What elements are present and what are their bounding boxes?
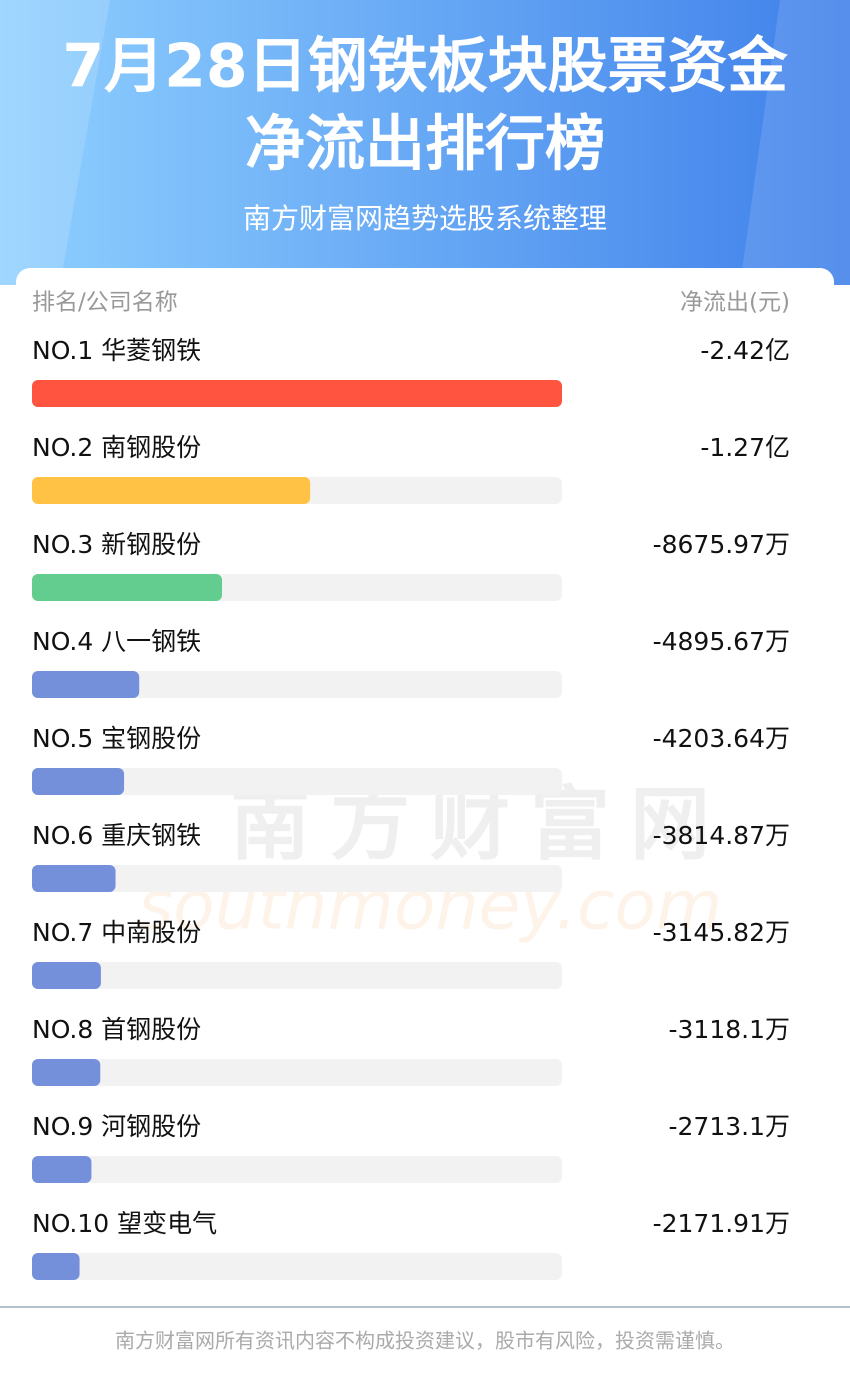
value-label: -2713.1万	[669, 1112, 791, 1141]
value-label: -4895.67万	[653, 627, 790, 656]
category-label: NO.5 宝钢股份	[32, 724, 201, 753]
value-label: -3145.82万	[653, 918, 790, 947]
bar	[32, 671, 140, 698]
category-label: NO.9 河钢股份	[32, 1112, 201, 1141]
bar	[32, 768, 125, 795]
title-line: 7月28日钢铁板块股票资金	[62, 32, 788, 102]
header-deco	[0, 0, 110, 285]
bar	[32, 574, 223, 601]
column-header: 净流出(元)	[680, 290, 790, 316]
bar-track	[32, 865, 562, 892]
category-label: NO.10 望变电气	[32, 1209, 217, 1238]
bar	[32, 1253, 80, 1280]
bar	[32, 380, 562, 407]
bar	[32, 1059, 101, 1086]
bar-track	[32, 1156, 562, 1183]
bar-track	[32, 768, 562, 795]
value-label: -2171.91万	[653, 1209, 790, 1238]
footer: 南方财富网所有资讯内容不构成投资建议，股市有风险，投资需谨慎。	[115, 1329, 735, 1353]
value-label: -2.42亿	[700, 336, 790, 365]
bar	[32, 477, 311, 504]
bar-track	[32, 671, 562, 698]
category-label: NO.6 重庆钢铁	[32, 821, 201, 850]
subtitle: 南方财富网趋势选股系统整理	[243, 202, 607, 235]
header-deco	[740, 0, 850, 285]
bar	[32, 962, 101, 989]
bar-track	[32, 1253, 562, 1280]
column-header: 排名/公司名称	[32, 290, 178, 316]
value-label: -4203.64万	[653, 724, 790, 753]
category-label: NO.3 新钢股份	[32, 530, 201, 559]
value-label: -1.27亿	[700, 433, 790, 462]
value-label: -8675.97万	[653, 530, 790, 559]
header-bg	[0, 0, 850, 285]
category-label: NO.1 华菱钢铁	[32, 336, 201, 365]
bar	[32, 865, 116, 892]
title-line: 净流出排行榜	[245, 110, 605, 180]
category-label: NO.8 首钢股份	[32, 1015, 201, 1044]
bar-track	[32, 962, 562, 989]
category-label: NO.4 八一钢铁	[32, 627, 201, 656]
bar-track	[32, 1059, 562, 1086]
category-label: NO.2 南钢股份	[32, 433, 201, 462]
value-label: -3118.1万	[669, 1015, 791, 1044]
value-label: -3814.87万	[653, 821, 790, 850]
category-label: NO.7 中南股份	[32, 918, 201, 947]
bar	[32, 1156, 92, 1183]
